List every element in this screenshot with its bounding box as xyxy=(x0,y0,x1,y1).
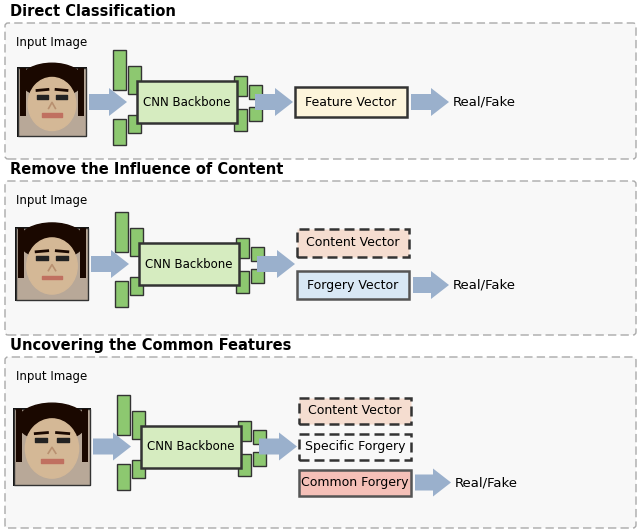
Text: CNN Backbone: CNN Backbone xyxy=(145,258,233,270)
Polygon shape xyxy=(91,250,129,278)
Bar xyxy=(20,68,26,116)
Text: Real/Fake: Real/Fake xyxy=(455,476,518,489)
Bar xyxy=(253,430,266,443)
Bar xyxy=(297,229,409,257)
Text: Specific Forgery: Specific Forgery xyxy=(305,440,405,453)
Text: Feature Vector: Feature Vector xyxy=(305,96,397,108)
Bar xyxy=(113,50,125,90)
Bar xyxy=(237,453,250,476)
Text: Remove the Influence of Content: Remove the Influence of Content xyxy=(10,162,284,177)
Bar xyxy=(16,408,22,462)
Bar xyxy=(250,269,264,283)
Bar xyxy=(137,81,237,123)
Bar xyxy=(253,451,266,466)
Bar xyxy=(236,271,248,293)
Bar xyxy=(116,395,129,434)
Bar xyxy=(14,408,90,485)
Ellipse shape xyxy=(19,223,85,259)
Text: Real/Fake: Real/Fake xyxy=(453,96,516,108)
Bar xyxy=(248,85,262,99)
Polygon shape xyxy=(255,88,293,116)
Bar xyxy=(16,228,88,300)
Text: CNN Backbone: CNN Backbone xyxy=(143,96,231,108)
Polygon shape xyxy=(415,469,451,497)
Text: Uncovering the Common Features: Uncovering the Common Features xyxy=(10,338,291,353)
Ellipse shape xyxy=(28,77,76,131)
Text: Real/Fake: Real/Fake xyxy=(453,278,516,291)
Ellipse shape xyxy=(20,63,83,97)
Bar xyxy=(129,277,143,295)
Ellipse shape xyxy=(27,238,77,294)
Bar xyxy=(234,109,246,131)
Bar xyxy=(82,408,88,462)
Bar xyxy=(80,228,86,278)
Bar xyxy=(236,238,248,258)
Bar xyxy=(299,397,411,424)
Polygon shape xyxy=(93,433,131,461)
Bar xyxy=(116,463,129,489)
Bar xyxy=(234,76,246,96)
Bar xyxy=(139,243,239,285)
Bar xyxy=(18,228,24,278)
Polygon shape xyxy=(259,433,297,461)
Bar xyxy=(248,107,262,121)
Text: Input Image: Input Image xyxy=(17,194,88,207)
Bar xyxy=(127,115,141,133)
Text: Common Forgery: Common Forgery xyxy=(301,476,409,489)
Polygon shape xyxy=(413,271,449,299)
Polygon shape xyxy=(257,250,295,278)
Bar xyxy=(141,425,241,468)
FancyBboxPatch shape xyxy=(5,357,636,528)
Ellipse shape xyxy=(17,403,87,441)
Bar xyxy=(18,68,86,136)
Bar xyxy=(15,227,89,301)
Bar xyxy=(131,460,145,478)
Bar xyxy=(131,411,145,439)
Text: Content Vector: Content Vector xyxy=(307,236,400,250)
Bar xyxy=(115,212,127,252)
Text: CNN Backbone: CNN Backbone xyxy=(147,440,235,453)
Text: Input Image: Input Image xyxy=(17,36,88,49)
Bar xyxy=(237,421,250,441)
Text: Forgery Vector: Forgery Vector xyxy=(307,278,399,291)
Text: Direct Classification: Direct Classification xyxy=(10,4,176,19)
Bar xyxy=(299,470,411,496)
Bar xyxy=(250,247,264,261)
Bar xyxy=(127,66,141,94)
Bar xyxy=(13,407,91,486)
Bar xyxy=(295,87,407,117)
FancyBboxPatch shape xyxy=(5,181,636,335)
Bar xyxy=(17,67,87,137)
Bar xyxy=(299,433,411,460)
FancyBboxPatch shape xyxy=(5,23,636,159)
Polygon shape xyxy=(89,88,127,116)
Text: Input Image: Input Image xyxy=(17,370,88,383)
Text: Content Vector: Content Vector xyxy=(308,404,402,417)
Bar xyxy=(129,228,143,256)
Bar xyxy=(78,68,84,116)
Bar xyxy=(113,119,125,145)
Bar xyxy=(115,281,127,307)
Bar xyxy=(297,271,409,299)
Polygon shape xyxy=(411,88,449,116)
Ellipse shape xyxy=(26,419,79,478)
